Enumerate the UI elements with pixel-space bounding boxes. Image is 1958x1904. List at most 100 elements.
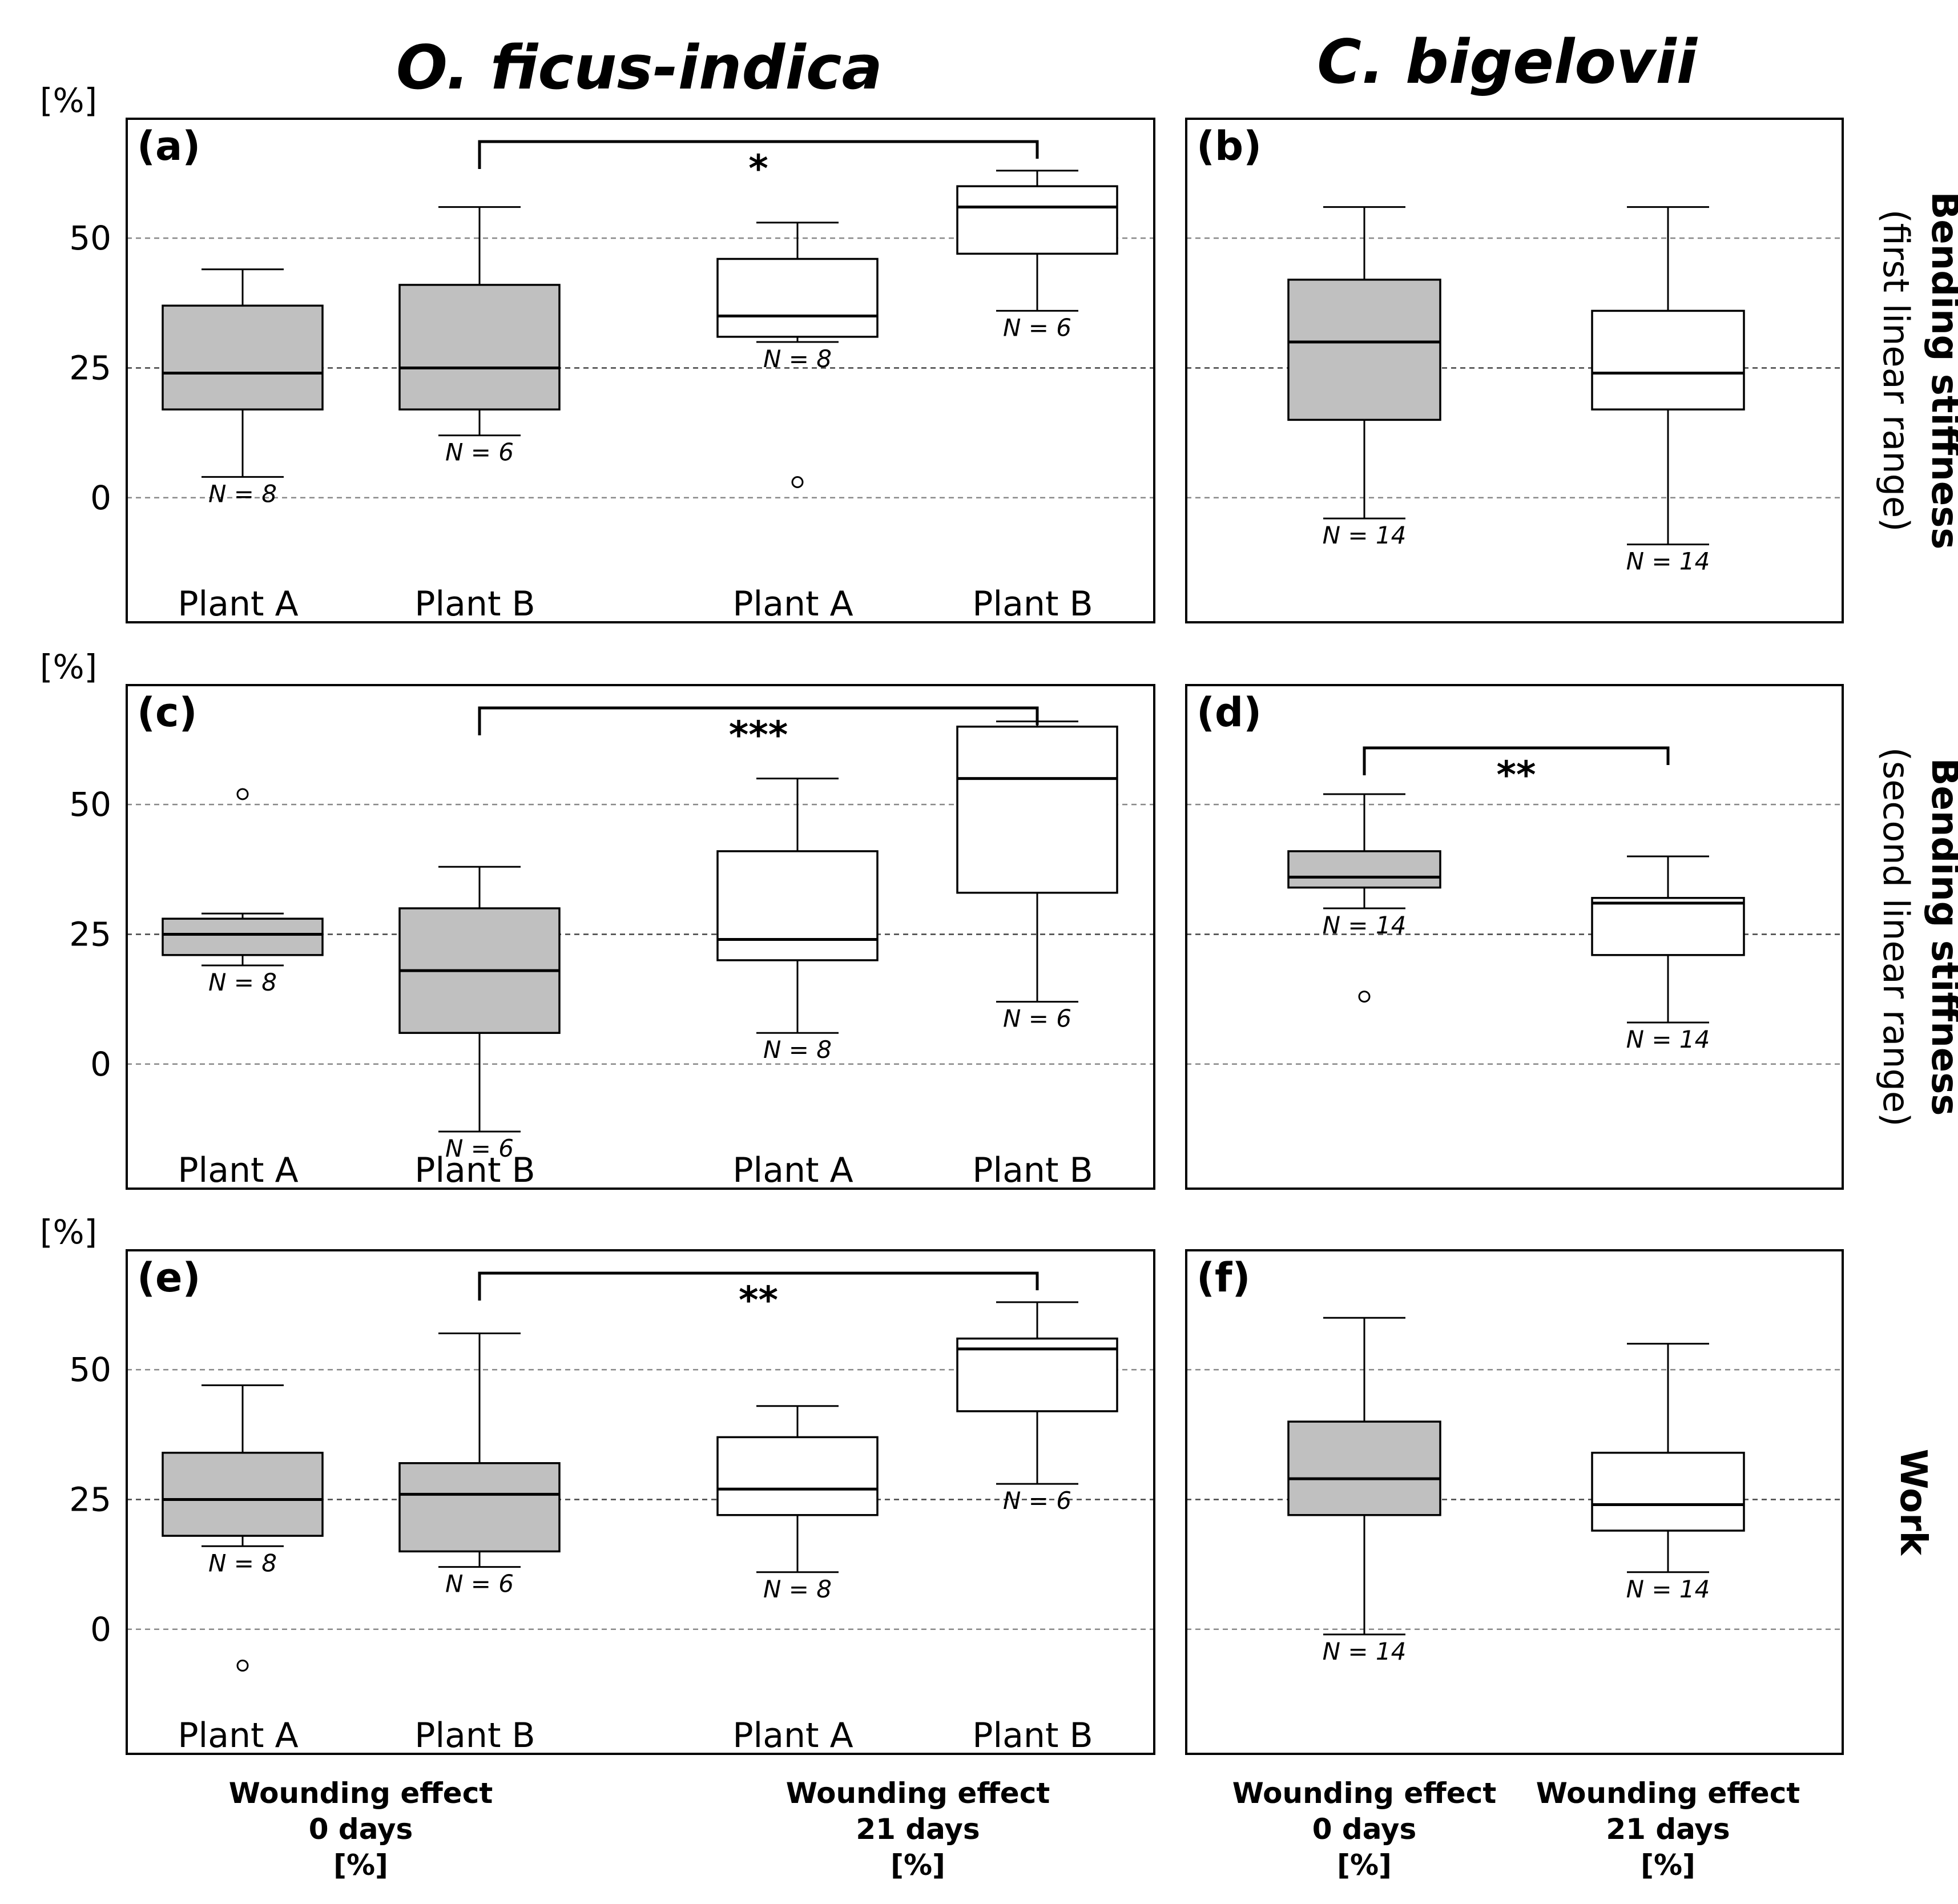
iqr-box — [1591, 897, 1745, 956]
box-e-4: N = 6 Plant B — [956, 1301, 1118, 1756]
iqr-box — [956, 725, 1118, 894]
row-label-sub: (first linear range) — [1875, 210, 1917, 532]
n-label: N = 8 — [208, 968, 277, 996]
n-label: N = 6 — [445, 1134, 514, 1162]
species-title-bigelovii: C. bigelovii — [1317, 27, 1698, 97]
y-tick-label: 50 — [69, 219, 111, 257]
panel-frame — [126, 118, 1155, 623]
y-tick-label: 50 — [69, 1350, 111, 1389]
panel-letter: (d) — [1196, 689, 1262, 736]
row-label-main: Bending stiffness — [1923, 192, 1958, 550]
n-label: N = 6 — [1003, 1005, 1071, 1033]
x-group-label-line: 0 days — [309, 1813, 413, 1846]
box-f-2: N = 14 — [1591, 1343, 1745, 1603]
category-label: Plant B — [972, 1716, 1093, 1756]
iqr-box — [1591, 1451, 1745, 1532]
iqr-box — [1287, 279, 1441, 421]
x-group-label-line: [%] — [333, 1849, 388, 1882]
y-tick-label: 0 — [90, 1045, 111, 1084]
n-label: N = 8 — [208, 1549, 277, 1577]
box-e-3: N = 8 Plant A — [716, 1405, 879, 1756]
iqr-box — [716, 1436, 879, 1516]
x-group-label-line: 21 days — [1606, 1813, 1730, 1846]
category-label: Plant A — [178, 1150, 298, 1190]
iqr-box — [1287, 1420, 1441, 1516]
category-label: Plant A — [178, 584, 298, 624]
box-d-1: N = 14 — [1287, 793, 1441, 1003]
box-b-1: N = 14 — [1287, 206, 1441, 549]
y-tick-label: 0 — [90, 1610, 111, 1649]
category-label: Plant A — [732, 584, 853, 624]
n-label: N = 6 — [445, 438, 514, 466]
box-c-1: N = 8 Plant A — [162, 788, 324, 1190]
box-f-1: N = 14 — [1287, 1317, 1441, 1665]
iqr-box — [956, 1337, 1118, 1412]
significance-label: ** — [1496, 753, 1536, 797]
y-tick-label: 25 — [69, 1480, 111, 1519]
n-label: N = 14 — [1323, 1637, 1407, 1665]
box-a-2: N = 6 Plant B — [398, 206, 561, 624]
iqr-box — [716, 257, 879, 338]
category-label: Plant B — [414, 1150, 535, 1190]
row-label-3: Work — [1892, 1449, 1934, 1556]
y-tick-label: 25 — [69, 915, 111, 953]
y-tick-label: 0 — [90, 478, 111, 517]
x-group-label-line: [%] — [1641, 1849, 1695, 1882]
category-label: Plant B — [414, 584, 535, 624]
row-label-1: Bending stiffness(first linear range) — [1875, 192, 1958, 550]
panel-frame — [1185, 1249, 1844, 1755]
panel-frame — [1185, 118, 1844, 623]
significance-bracket — [478, 1271, 1039, 1301]
iqr-box — [1591, 309, 1745, 410]
box-a-1: N = 8 Plant A — [162, 268, 324, 624]
iqr-box — [716, 850, 879, 961]
x-group-label-line: Wounding effect — [786, 1777, 1050, 1810]
panel-e: 0 25 50 [%] ** N = 8 Plant A N = 6 Plant B N = 8 P… — [40, 1213, 1155, 1756]
box-d-2: N = 14 — [1591, 855, 1745, 1053]
category-label: Plant A — [732, 1150, 853, 1190]
x-group-label-line: [%] — [891, 1849, 945, 1882]
panel-letter: (a) — [137, 123, 200, 170]
box-e-1: N = 8 Plant A — [162, 1384, 324, 1756]
iqr-box — [1287, 850, 1441, 889]
n-label: N = 6 — [1003, 1487, 1071, 1515]
significance-label: * — [748, 147, 768, 191]
iqr-box — [398, 1462, 561, 1553]
x-group-label-line: 21 days — [856, 1813, 980, 1846]
significance-bracket — [478, 140, 1039, 169]
box-a-4: N = 6 Plant B — [956, 170, 1118, 624]
n-label: N = 14 — [1323, 911, 1407, 939]
n-label: N = 6 — [1003, 313, 1071, 341]
panel-frame — [126, 684, 1155, 1190]
n-label: N = 8 — [208, 480, 277, 508]
outlier-point — [236, 1659, 249, 1672]
panel-b: N = 14 N = 14 (b) — [1185, 118, 1844, 623]
y-unit-label: [%] — [40, 1213, 97, 1251]
n-label: N = 6 — [445, 1570, 514, 1598]
box-c-3: N = 8 Plant A — [716, 778, 879, 1190]
significance-label: *** — [729, 713, 788, 757]
box-c-4: N = 6 Plant B — [956, 720, 1118, 1190]
category-label: Plant B — [972, 1150, 1093, 1190]
outlier-point — [236, 788, 249, 800]
x-group-label-line: Wounding effect — [229, 1777, 493, 1810]
species-title-ficus: O. ficus-indica — [396, 33, 883, 103]
panel-a: 0 25 50 [%] * N = 8 Plant A N = 6 Plant B N = 8 Pl… — [40, 81, 1155, 624]
panel-letter: (b) — [1196, 123, 1262, 170]
outlier-point — [1358, 991, 1371, 1003]
n-label: N = 8 — [763, 1575, 832, 1603]
panel-d: ** N = 14 N = 14 (d) — [1185, 684, 1844, 1190]
category-label: Plant A — [732, 1716, 853, 1756]
significance-bracket — [1363, 746, 1670, 775]
iqr-box — [398, 284, 561, 410]
y-tick-label: 50 — [69, 785, 111, 824]
box-a-3: N = 8 Plant A — [716, 222, 879, 624]
category-label: Plant B — [414, 1716, 535, 1756]
outlier-point — [791, 476, 804, 488]
panel-frame — [126, 1249, 1155, 1755]
